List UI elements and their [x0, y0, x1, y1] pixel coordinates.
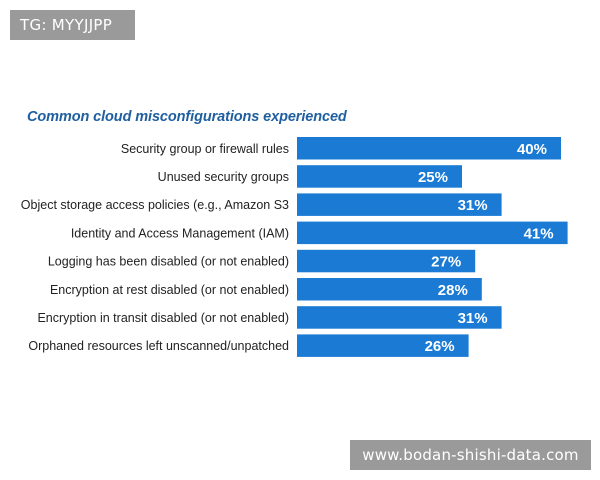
- bar: [297, 278, 482, 301]
- value-label: 28%: [438, 282, 468, 299]
- chart-title: Common cloud misconfigurations experienc…: [27, 109, 347, 125]
- bar: [297, 306, 502, 329]
- value-label: 25%: [418, 169, 448, 186]
- bar-row: Unused security groups 25%: [158, 165, 462, 188]
- value-label: 40%: [517, 141, 547, 158]
- watermark-top: TG: MYYJJPP: [10, 10, 135, 40]
- bar: [297, 165, 462, 188]
- bar: [297, 193, 502, 216]
- category-label: Identity and Access Management (IAM): [71, 226, 289, 240]
- bar: [297, 334, 469, 357]
- bar-row: Security group or firewall rules 40%: [121, 137, 561, 160]
- bar-row: Orphaned resources left unscanned/unpatc…: [28, 334, 469, 357]
- category-label: Object storage access policies (e.g., Am…: [21, 198, 289, 212]
- value-label: 31%: [458, 197, 488, 214]
- category-label: Unused security groups: [158, 170, 289, 184]
- bar-row: Encryption in transit disabled (or not e…: [37, 306, 502, 329]
- bar-row: Object storage access policies (e.g., Am…: [21, 193, 502, 216]
- value-label: 41%: [524, 225, 554, 242]
- category-label: Encryption in transit disabled (or not e…: [37, 311, 289, 325]
- bar: [297, 137, 561, 160]
- watermark-bottom: www.bodan-shishi-data.com: [350, 440, 591, 470]
- category-label: Security group or firewall rules: [121, 142, 289, 156]
- bar: [297, 249, 476, 273]
- value-label: 27%: [431, 254, 461, 271]
- bar-row: Identity and Access Management (IAM) 41%: [71, 221, 568, 245]
- bar-row: Logging has been disabled (or not enable…: [48, 249, 476, 273]
- bar: [297, 221, 568, 245]
- value-label: 26%: [425, 338, 455, 355]
- value-label: 31%: [458, 310, 488, 327]
- category-label: Orphaned resources left unscanned/unpatc…: [28, 339, 289, 353]
- category-label: Encryption at rest disabled (or not enab…: [50, 283, 289, 297]
- bar-row: Encryption at rest disabled (or not enab…: [50, 278, 482, 301]
- category-label: Logging has been disabled (or not enable…: [48, 255, 289, 269]
